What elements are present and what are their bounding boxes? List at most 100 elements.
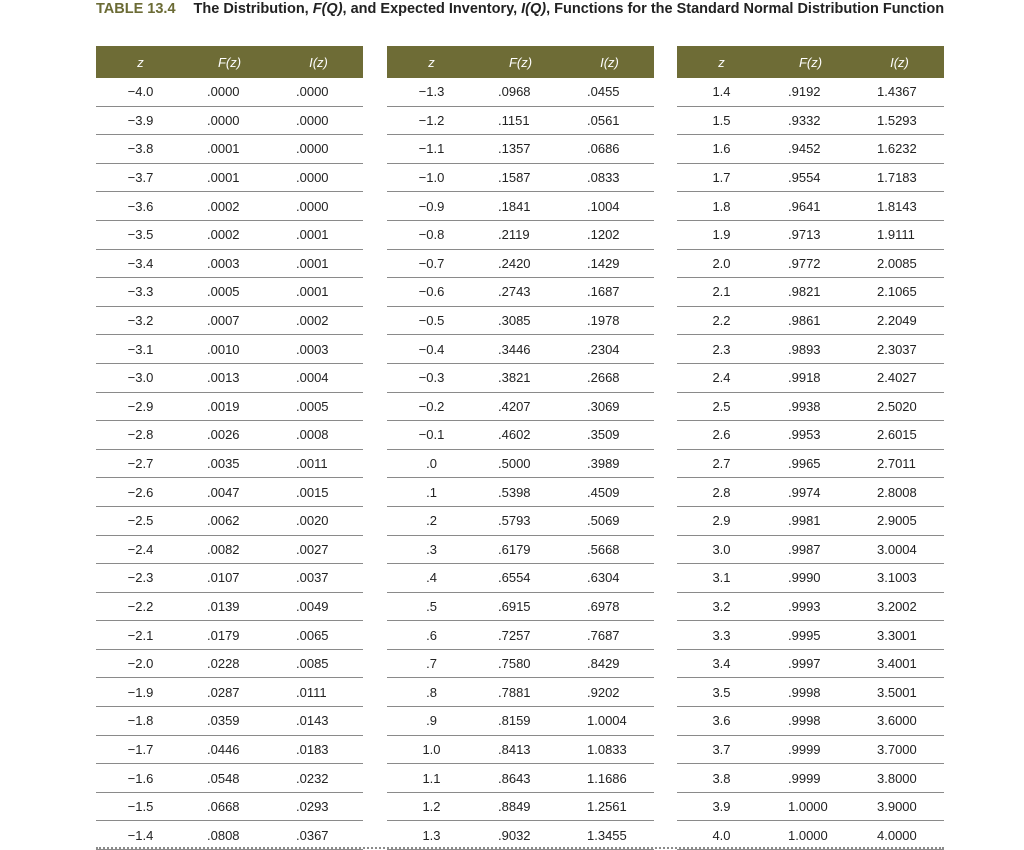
- table-row: .5.6915.6978: [387, 592, 654, 622]
- cell-iz: .0000: [274, 191, 363, 221]
- cell-iz: 1.6232: [855, 134, 944, 164]
- cell-iz: .0085: [274, 649, 363, 679]
- table-row: 2.1.9821 2.1065: [677, 277, 944, 307]
- table-row: 3.1.9990 3.1003: [677, 563, 944, 593]
- cell-fz: .3446: [476, 334, 565, 364]
- cell-iz: .0001: [274, 220, 363, 250]
- cell-z: −2.5: [96, 506, 185, 536]
- cell-fz: .9999: [766, 763, 855, 793]
- table-row: −1.8.0359.0143: [96, 706, 363, 736]
- cell-z: 1.8: [677, 191, 766, 221]
- table-row: 4.0 1.0000 4.0000: [677, 820, 944, 850]
- cell-iz: .0008: [274, 420, 363, 450]
- cell-fz: .1841: [476, 191, 565, 221]
- cell-iz: .0015: [274, 477, 363, 507]
- table-row: −2.8.0026.0008: [96, 420, 363, 450]
- cell-fz: .9332: [766, 106, 855, 136]
- table-row: .0.5000.3989: [387, 449, 654, 479]
- cell-z: 3.9: [677, 792, 766, 822]
- cell-fz: .9192: [766, 78, 855, 107]
- cell-iz: .4509: [565, 477, 654, 507]
- table-row: −0.6.2743.1687: [387, 277, 654, 307]
- cell-fz: .9641: [766, 191, 855, 221]
- table-row: 1.4.9192 1.4367: [677, 78, 944, 107]
- cell-fz: .7580: [476, 649, 565, 679]
- cell-fz: .8413: [476, 735, 565, 765]
- cell-fz: .9772: [766, 249, 855, 279]
- cell-iz: .0004: [274, 363, 363, 393]
- header-row: z F(z) I(z): [677, 46, 944, 78]
- cell-iz: 3.0004: [855, 535, 944, 565]
- table-row: 1.0.8413 1.0833: [387, 735, 654, 765]
- cell-fz: .9938: [766, 392, 855, 422]
- cell-z: 3.6: [677, 706, 766, 736]
- cell-z: −3.8: [96, 134, 185, 164]
- cell-z: .6: [387, 620, 476, 650]
- cell-z: −3.6: [96, 191, 185, 221]
- table-row: 2.7.9965 2.7011: [677, 449, 944, 479]
- table-row: −1.4.0808.0367: [96, 820, 363, 850]
- cell-iz: 2.7011: [855, 449, 944, 479]
- cell-z: −0.5: [387, 306, 476, 336]
- header-iz: I(z): [274, 46, 363, 78]
- cell-iz: .0011: [274, 449, 363, 479]
- table-row: 3.5.9998 3.5001: [677, 677, 944, 708]
- cell-fz: .4602: [476, 420, 565, 450]
- table-row: 1.3.9032 1.3455: [387, 820, 654, 850]
- table-row: −3.8.0001.0000: [96, 134, 363, 164]
- cell-iz: .2304: [565, 334, 654, 364]
- cell-fz: .9953: [766, 420, 855, 450]
- cell-fz: .0668: [185, 792, 274, 822]
- table-row: −2.7.0035.0011: [96, 449, 363, 479]
- title-fq: F(Q): [312, 1, 343, 17]
- cell-fz: .9987: [766, 535, 855, 565]
- cell-z: −3.1: [96, 334, 185, 364]
- cell-iz: .0183: [274, 735, 363, 765]
- cell-iz: 1.9111: [855, 220, 944, 250]
- cell-z: .0: [387, 449, 476, 479]
- cell-fz: .0026: [185, 420, 274, 450]
- cell-fz: .0107: [185, 563, 274, 593]
- cell-z: −0.4: [387, 334, 476, 364]
- cell-z: 2.8: [677, 477, 766, 507]
- cell-fz: .2119: [476, 220, 565, 250]
- cell-iz: .0000: [274, 106, 363, 136]
- cell-fz: .0013: [185, 363, 274, 393]
- cell-fz: .9452: [766, 134, 855, 164]
- table-row: −3.7.0001.0000: [96, 163, 363, 193]
- cell-iz: .1429: [565, 249, 654, 279]
- cell-z: −0.7: [387, 249, 476, 279]
- table-row: .3.6179.5668: [387, 535, 654, 565]
- table-row: 2.6.9953 2.6015: [677, 420, 944, 450]
- cell-iz: .0455: [565, 78, 654, 107]
- cell-fz: .5000: [476, 449, 565, 479]
- table-row: .6.7257.7687: [387, 620, 654, 650]
- table-row: −3.3.0005.0001: [96, 277, 363, 307]
- table-row: −3.1.0010.0003: [96, 334, 363, 364]
- table-row: −2.9.0019.0005: [96, 392, 363, 422]
- cell-z: 3.5: [677, 677, 766, 708]
- cell-iz: .0686: [565, 134, 654, 164]
- cell-iz: 1.2561: [565, 792, 654, 822]
- cell-z: 1.0: [387, 735, 476, 765]
- cell-fz: .0001: [185, 163, 274, 193]
- cell-z: .4: [387, 563, 476, 593]
- table-row: −2.6.0047.0015: [96, 477, 363, 507]
- table-row: 2.3.9893 2.3037: [677, 334, 944, 364]
- cell-z: −2.7: [96, 449, 185, 479]
- cell-fz: .6179: [476, 535, 565, 565]
- table-row: −4.0.0000.0000: [96, 78, 363, 107]
- cell-fz: .9998: [766, 677, 855, 708]
- cell-fz: .1151: [476, 106, 565, 136]
- cell-fz: .9965: [766, 449, 855, 479]
- cell-fz: .8643: [476, 763, 565, 793]
- cell-iz: 3.1003: [855, 563, 944, 593]
- cell-fz: .3085: [476, 306, 565, 336]
- cell-iz: .0001: [274, 277, 363, 307]
- cell-z: .8: [387, 677, 476, 708]
- cell-iz: .3509: [565, 420, 654, 450]
- cell-iz: .0005: [274, 392, 363, 422]
- cell-z: .2: [387, 506, 476, 536]
- header-fz: F(z): [185, 46, 274, 78]
- cell-z: 2.9: [677, 506, 766, 536]
